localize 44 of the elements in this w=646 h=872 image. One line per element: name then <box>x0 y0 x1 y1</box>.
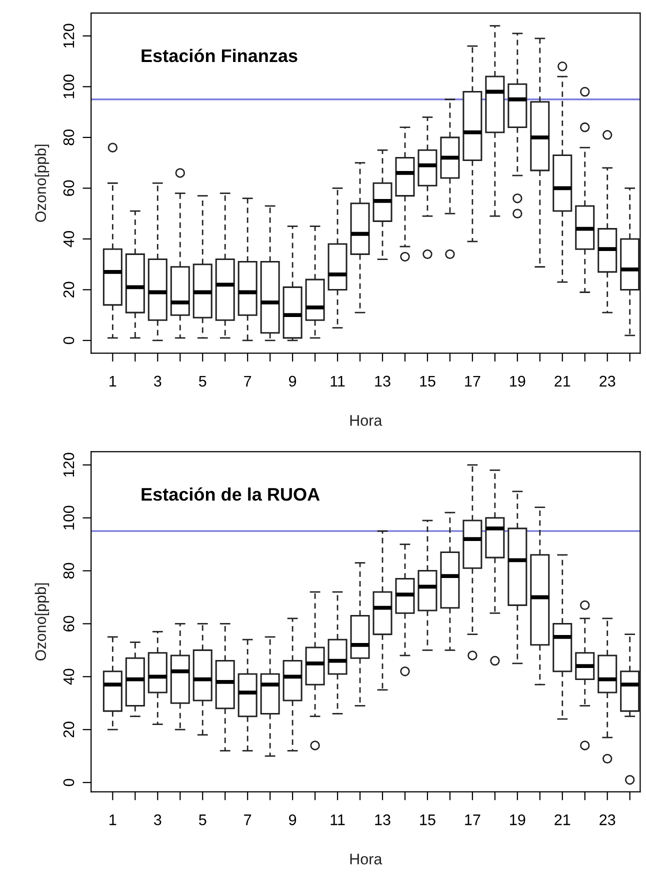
x-tick-label: 3 <box>154 376 162 387</box>
x-tick-label: 5 <box>198 814 206 826</box>
y-tick-label: 60 <box>63 180 74 196</box>
y-tick-label: 60 <box>63 616 74 632</box>
x-tick-label: 11 <box>330 814 345 826</box>
y-tick-label: 100 <box>63 74 74 98</box>
x-tick-label: 23 <box>600 376 616 387</box>
y-tick-label: 20 <box>63 722 74 738</box>
x-tick-label: 1 <box>110 376 116 386</box>
x-tick-label: 15 <box>420 376 436 387</box>
x-tick-label: 23 <box>600 814 616 826</box>
x-tick-label: 21 <box>554 376 570 386</box>
x-tick-label: 17 <box>465 814 480 826</box>
y-tick-label: 80 <box>63 130 74 146</box>
x-axis-title: Hora <box>350 854 382 864</box>
x-tick-label: 13 <box>375 814 390 826</box>
x-tick-label: 15 <box>420 814 436 826</box>
y-axis-title: Ozono[ppb] <box>34 583 50 661</box>
x-tick-label: 1 <box>110 814 116 826</box>
y-tick-label: 20 <box>63 282 74 298</box>
x-axis-title: Hora <box>350 415 382 426</box>
x-tick-label: 17 <box>465 376 480 386</box>
x-tick-label: 11 <box>330 376 345 386</box>
y-tick-label: 0 <box>63 778 74 786</box>
y-tick-label: 120 <box>63 24 74 48</box>
x-tick-label: 3 <box>154 814 162 826</box>
y-tick-label: 0 <box>63 336 74 344</box>
y-tick-label: 80 <box>63 562 74 579</box>
x-tick-label: 7 <box>244 376 252 386</box>
x-tick-label: 9 <box>289 814 296 826</box>
y-tick-label: 40 <box>63 668 74 685</box>
text: Estación de la RUOA <box>142 487 320 501</box>
y-tick-label: 40 <box>63 231 74 248</box>
x-tick-label: 19 <box>510 376 526 387</box>
x-tick-label: 5 <box>198 376 206 387</box>
x-tick-label: 13 <box>375 376 390 387</box>
x-tick-label: 7 <box>244 814 252 826</box>
x-tick-label: 9 <box>289 376 296 387</box>
text: Estación Finanzas <box>142 48 298 62</box>
y-tick-label: 100 <box>63 506 74 530</box>
x-tick-label: 21 <box>554 814 570 826</box>
y-axis-title: Ozono[ppb] <box>34 144 50 222</box>
y-tick-label: 120 <box>63 452 74 477</box>
x-tick-label: 19 <box>510 814 526 826</box>
